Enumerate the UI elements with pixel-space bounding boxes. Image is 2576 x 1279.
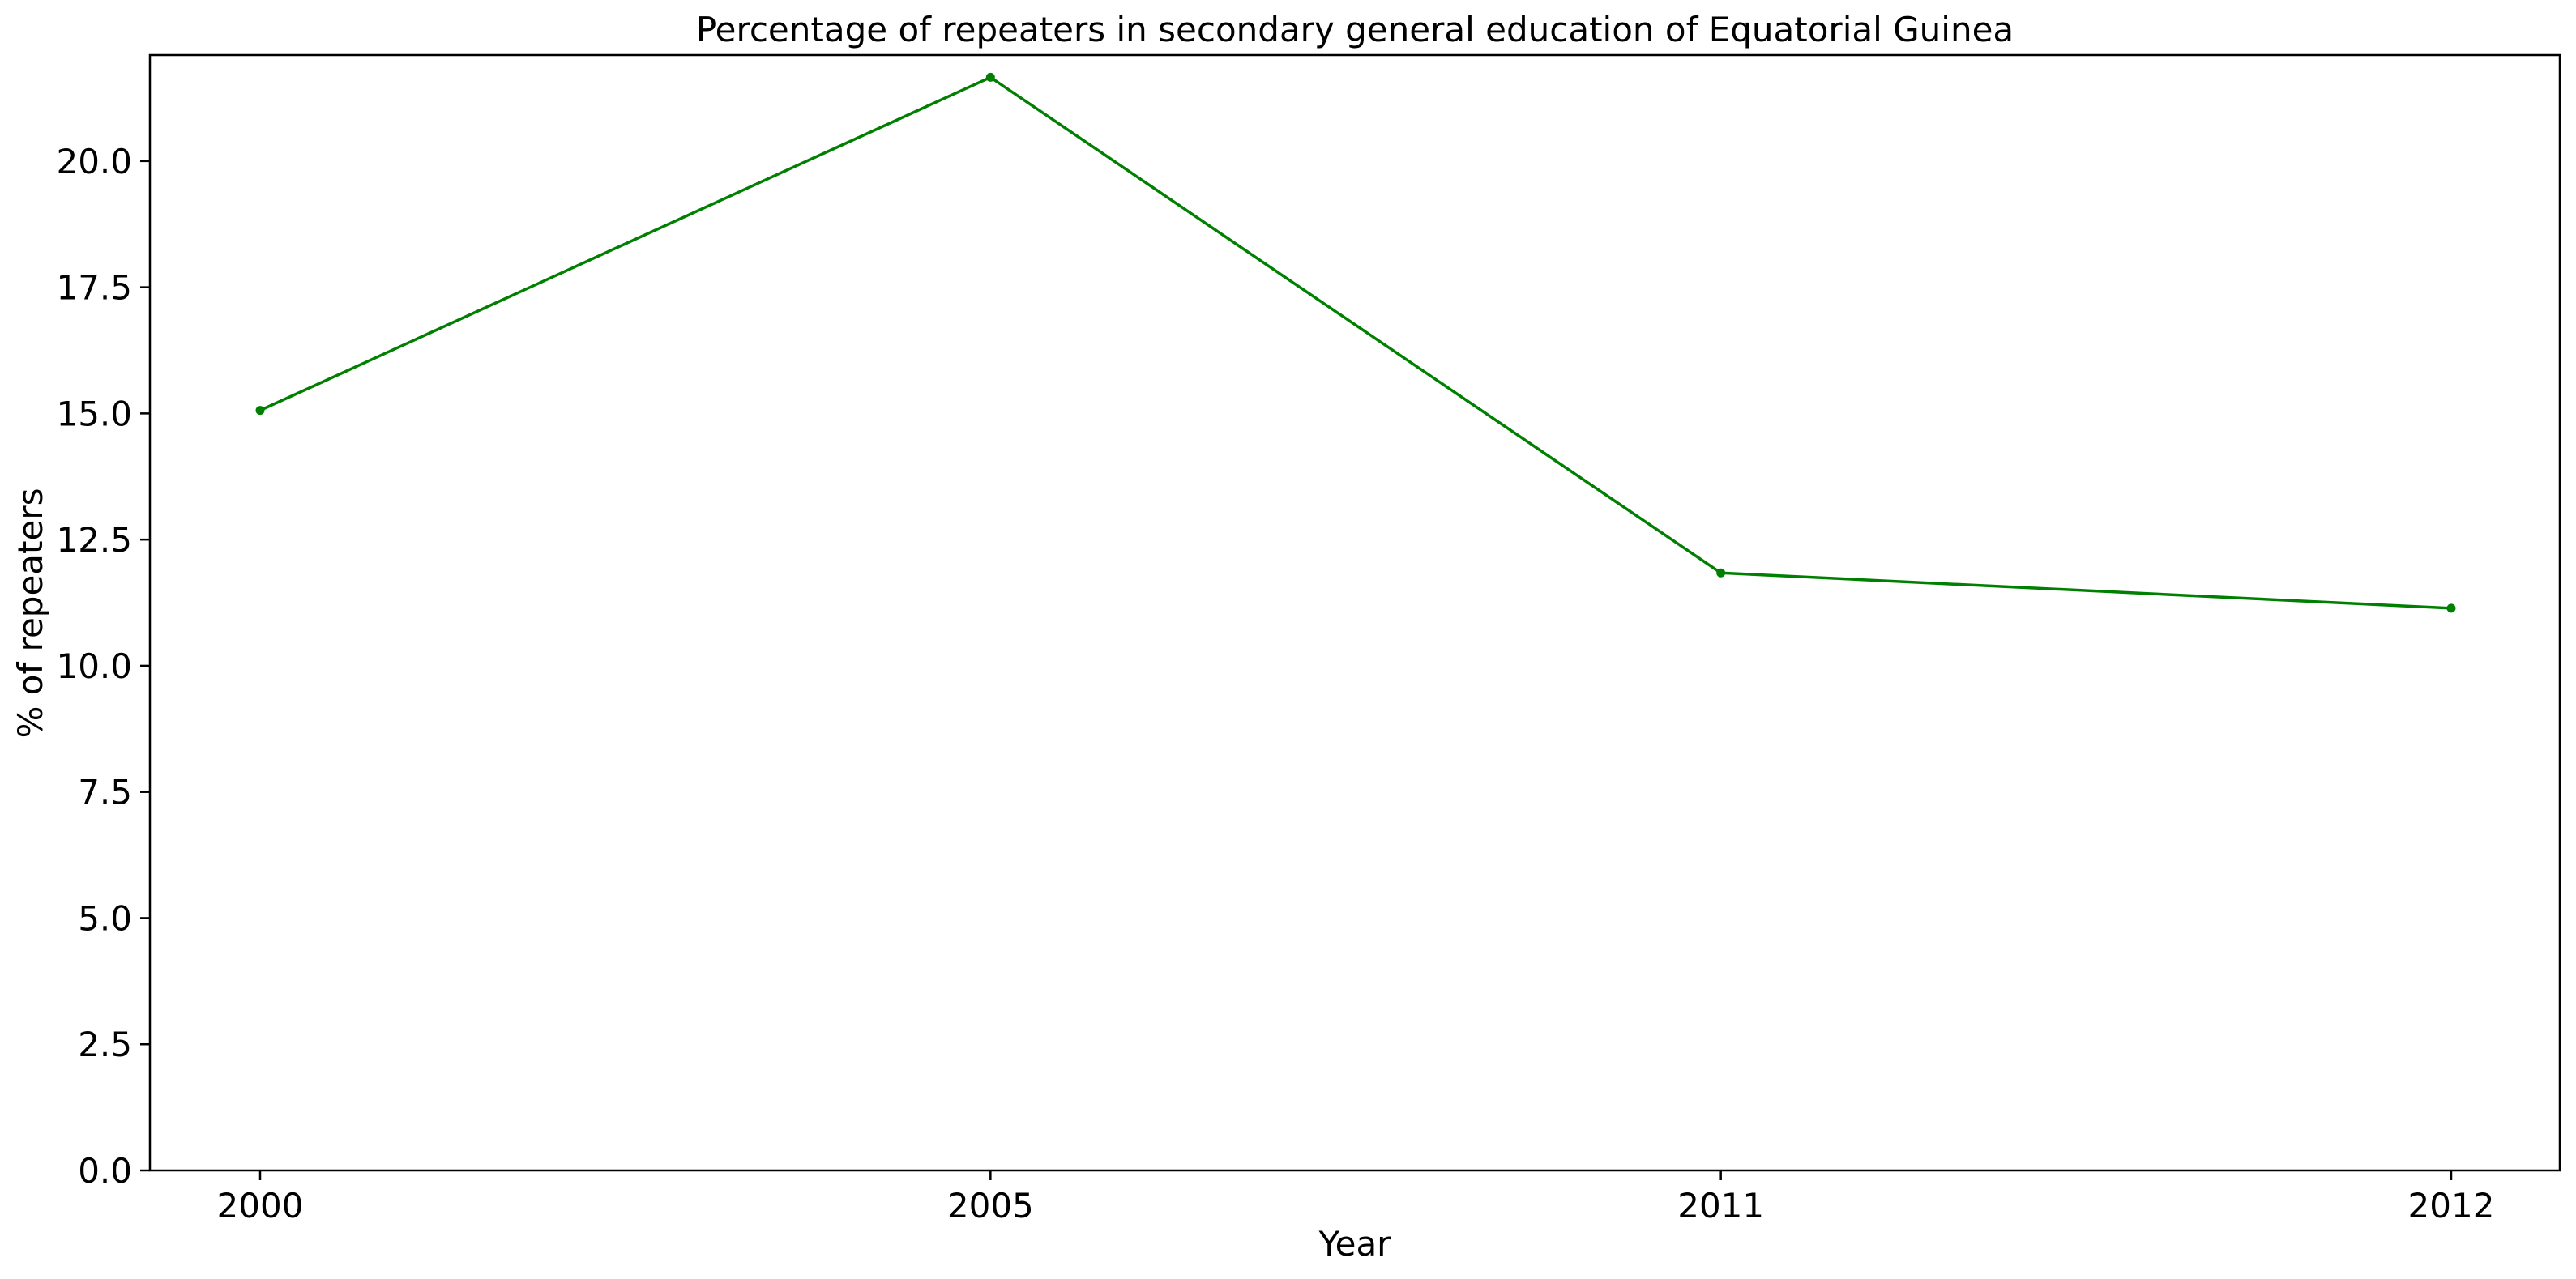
- data-point: [1716, 568, 1726, 578]
- chart-title: Percentage of repeaters in secondary gen…: [696, 10, 2014, 49]
- x-tick-label: 2011: [1677, 1186, 1764, 1226]
- y-tick-label: 15.0: [56, 394, 132, 433]
- data-point: [255, 406, 265, 416]
- data-point: [985, 72, 995, 82]
- y-tick-label: 17.5: [56, 268, 132, 308]
- y-tick-label: 2.5: [78, 1025, 132, 1064]
- y-tick-label: 5.0: [78, 898, 132, 938]
- series-line: [259, 75, 2452, 610]
- y-tick-label: 20.0: [56, 142, 132, 181]
- y-tick-label: 0.0: [78, 1151, 132, 1191]
- y-tick-label: 10.0: [56, 646, 132, 686]
- x-tick-label: 2005: [947, 1186, 1034, 1226]
- y-tick-label: 7.5: [78, 773, 132, 812]
- y-axis-label: % of repeaters: [11, 488, 50, 739]
- x-axis-label: Year: [1318, 1224, 1392, 1264]
- series-layer: [255, 72, 2456, 613]
- x-tick-label: 2000: [217, 1186, 304, 1226]
- x-tick-label: 2012: [2408, 1186, 2495, 1226]
- y-axis: 0.0 2.5 5.0 7.5 10.0 12.5 15.0 17.5 20.0: [56, 142, 150, 1191]
- plot-area-frame: [148, 53, 2561, 1172]
- y-tick-label: 12.5: [56, 520, 132, 560]
- x-axis: 2000 2005 2011 2012: [217, 1170, 2495, 1226]
- data-point: [2446, 603, 2456, 613]
